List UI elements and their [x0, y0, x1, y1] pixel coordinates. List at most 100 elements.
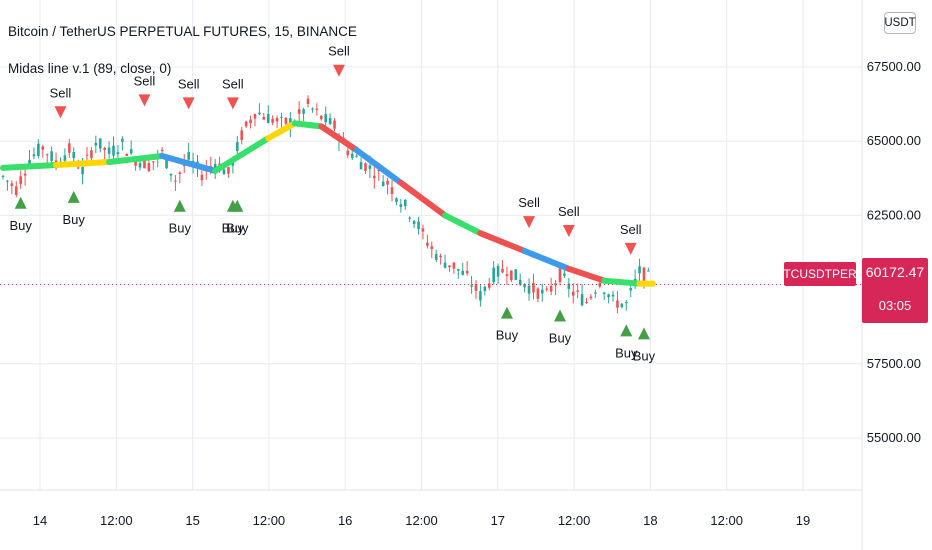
currency-button[interactable]: USDT: [884, 12, 916, 34]
candle-body: [426, 242, 429, 246]
candle-body: [399, 204, 403, 208]
buy-label: Buy: [633, 348, 656, 363]
candle-body: [284, 117, 288, 124]
candle-body: [373, 175, 376, 179]
candle-body: [134, 159, 137, 166]
candle-body: [37, 143, 40, 156]
candle-body: [169, 173, 173, 176]
buy-arrow: [500, 306, 513, 319]
candle-body: [28, 159, 31, 165]
candle-body: [395, 198, 398, 202]
candle-body: [545, 288, 549, 290]
candle-body: [125, 154, 129, 156]
candle-body: [10, 183, 14, 187]
candle-body: [350, 153, 354, 158]
y-tick-label: 62500.00: [867, 207, 921, 222]
sell-label: Sell: [178, 76, 200, 91]
midas-line-segment: [212, 135, 272, 174]
candle-body: [143, 158, 146, 169]
candle-body: [68, 143, 71, 153]
candle-body: [213, 163, 217, 169]
candle-body: [580, 294, 584, 306]
sell-label: Sell: [518, 195, 540, 210]
candle-body: [479, 291, 482, 301]
candle-body: [638, 266, 641, 274]
x-tick-label: 12:00: [405, 513, 438, 528]
sell-arrow: [54, 106, 67, 119]
candle-body: [457, 269, 460, 271]
x-tick-label: 18: [643, 513, 657, 528]
midas-line-segment: [318, 123, 360, 154]
candle-body: [121, 138, 124, 142]
candle-body: [147, 163, 151, 172]
candle-body: [496, 266, 500, 277]
candle-body: [262, 116, 266, 120]
candle-body: [452, 262, 456, 269]
buy-label: Buy: [496, 328, 519, 343]
candle-body: [403, 199, 407, 207]
candle-body: [151, 161, 155, 163]
x-tick-label: 12:00: [558, 513, 591, 528]
indicator-legend[interactable]: Midas line v.1 (89, close, 0): [8, 61, 172, 76]
candle-body: [253, 114, 257, 119]
sell-label: Sell: [222, 76, 244, 91]
buy-label: Buy: [9, 218, 32, 233]
candle-body: [514, 269, 518, 280]
candle-body: [19, 176, 22, 184]
candle-body: [165, 156, 168, 169]
buy-label: Buy: [63, 212, 86, 227]
sell-arrow: [332, 64, 345, 77]
sell-arrow: [138, 94, 151, 107]
candle-body: [1, 175, 5, 177]
candle-body: [280, 116, 283, 118]
candle-body: [616, 300, 619, 308]
candle-body: [355, 155, 358, 157]
candle-body: [377, 169, 381, 172]
candle-body: [386, 180, 389, 185]
candle-body: [81, 166, 84, 175]
midas-line-segment: [442, 212, 484, 237]
buy-label: Buy: [226, 221, 249, 236]
candle-body: [518, 279, 522, 285]
midas-line-segment: [477, 230, 528, 255]
candle-body: [629, 288, 633, 291]
candle-body: [554, 283, 557, 286]
candle-body: [505, 274, 509, 277]
candle-body: [200, 174, 204, 181]
candle-body: [368, 165, 372, 169]
x-tick-label: 16: [338, 513, 352, 528]
candle-body: [585, 301, 588, 303]
candle-body: [333, 120, 336, 129]
candle-body: [6, 180, 9, 182]
candle-body: [258, 112, 261, 115]
candle-body: [527, 285, 531, 294]
candle-body: [311, 108, 314, 110]
midas-line-segment: [601, 277, 643, 287]
sell-label: Sell: [558, 204, 580, 219]
candle-body: [576, 290, 579, 292]
candle-body: [624, 302, 628, 304]
candle-body: [174, 180, 177, 182]
candle-body: [607, 294, 610, 298]
candle-body: [558, 268, 562, 283]
candle-body: [523, 284, 526, 288]
price-badge: 60172.47 03:05: [862, 258, 928, 323]
candle-body: [443, 262, 447, 268]
midas-line-segment: [353, 147, 404, 186]
candle-body: [160, 149, 164, 152]
sell-arrow: [182, 97, 195, 110]
sell-arrow: [523, 216, 536, 229]
candle-body: [306, 98, 310, 104]
candle-body: [633, 278, 637, 282]
candle-body: [465, 270, 469, 274]
candle-body: [412, 220, 416, 225]
x-tick-label: 19: [796, 513, 810, 528]
candle-body: [571, 291, 575, 296]
buy-arrow: [173, 199, 186, 212]
candle-body: [492, 267, 495, 283]
candle-body: [98, 138, 102, 149]
sell-arrow: [624, 242, 637, 255]
candle-body: [45, 154, 49, 156]
